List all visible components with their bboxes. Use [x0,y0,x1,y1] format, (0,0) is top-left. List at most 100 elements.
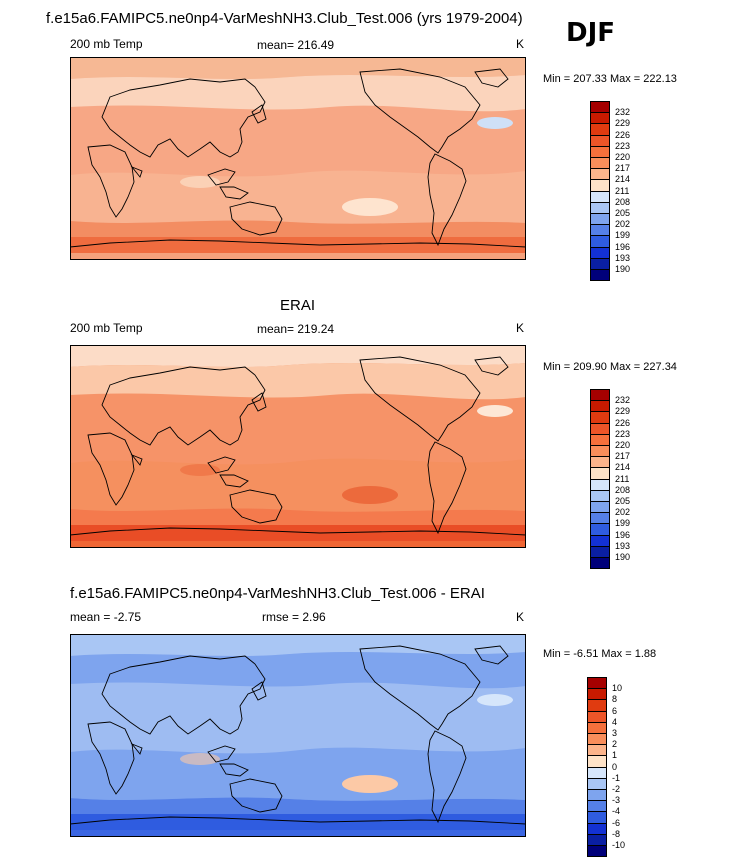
colorbar-swatch [590,557,610,570]
colorbar-label: -4 [612,806,621,817]
coastline [207,456,236,474]
colorbar-label: 226 [615,417,631,428]
season-label: DJF [566,18,616,48]
colorbar-label: 190 [615,264,631,274]
field-southern-band [70,525,526,541]
colorbar-label: 226 [615,129,631,140]
coastline [229,778,283,813]
panel-1-variable: 200 mb Temp [70,37,143,51]
colorbar-label: 196 [615,241,631,252]
coastline [359,68,481,154]
colorbar-label: 208 [615,484,631,495]
field-anomaly [180,176,220,188]
colorbar-label: -6 [612,817,621,828]
colorbar-label: 196 [615,529,631,540]
colorbar-label: 190 [615,552,631,562]
coastline [427,441,467,535]
coastline [251,681,267,701]
panel-3-minmax: Min = -6.51 Max = 1.88 [543,648,657,660]
field-southern-midlatitudes [70,797,526,814]
coastline [87,432,135,506]
field-north-polar [70,57,526,79]
colorbar-label: -8 [612,828,621,839]
colorbar-label: 202 [615,219,631,230]
panel-2-units: K [516,321,525,335]
coastline [87,721,135,795]
panel-3-map [70,634,526,837]
panel-3-title: f.e15a6.FAMIPC5.ne0np4-VarMeshNH3.Club_T… [70,585,485,602]
coastline [101,78,266,158]
colorbar-label: -1 [612,772,621,783]
colorbar-label: 205 [615,208,631,218]
coastline [474,356,509,376]
coastline [70,239,526,248]
coastline [219,474,249,488]
field-tropics [70,458,526,512]
colorbar-label: 211 [615,473,630,484]
panel-2-title: ERAI [280,297,316,314]
field-anomaly [477,117,513,129]
field-anomaly [180,464,220,476]
coastline [101,366,266,446]
colorbar-label: 232 [615,395,631,406]
colorbar-label: 2 [612,739,618,750]
colorbar-label: 223 [615,428,631,439]
panel-1-units: K [516,37,525,51]
colorbar-label: -2 [612,784,621,794]
field-north-polar [70,345,526,367]
field-southern-band [70,814,526,830]
map-frame [70,345,526,548]
coastline [219,763,249,777]
panel-2-mean: mean= 219.24 [257,322,335,336]
coastline [474,68,509,88]
colorbar-label: 3 [612,728,618,738]
field-high-latitude [70,363,526,400]
coastline [219,186,249,200]
coastline [130,165,143,178]
field-anomaly [180,753,220,765]
coastline [207,745,236,763]
colorbar-swatch [587,845,607,858]
colorbar-label: 0 [612,761,618,772]
colorbar-label: 223 [615,140,631,151]
coastline [427,153,467,247]
panel-3-rmse: rmse = 2.96 [262,610,326,624]
coastline [70,816,526,825]
coastline [359,645,481,731]
field-tropics [70,170,526,224]
panel-2-minmax: Min = 209.90 Max = 227.34 [543,361,677,373]
coastline [130,742,143,755]
field-high-latitude [70,75,526,112]
colorbar-label: 217 [615,163,631,174]
colorbar-label: 202 [615,507,631,518]
panel-1-minmax: Min = 207.33 Max = 222.13 [543,73,677,85]
coastline [70,527,526,536]
field-south-polar [70,253,526,260]
field-anomaly [477,694,513,706]
map-frame [70,57,526,260]
colorbar-label: 193 [615,252,631,263]
colorbar-label: 199 [615,230,631,241]
colorbar-label: 6 [612,705,618,716]
colorbar-label: 4 [612,716,618,727]
panel-2-variable: 200 mb Temp [70,321,143,335]
field-north-polar [70,634,526,656]
colorbar-label: 10 [612,683,623,694]
colorbar-label: 1 [612,750,618,761]
colorbar-label: 214 [615,174,631,185]
coastline [427,730,467,824]
colorbar-label: 205 [615,496,631,506]
colorbar-label: -3 [612,795,621,806]
map-frame [70,634,526,837]
panel-3-mean: mean = -2.75 [70,610,142,624]
field-south-polar [70,541,526,548]
colorbar-label: 193 [615,540,631,551]
colorbar-label: 220 [615,440,631,450]
field-tropics [70,747,526,801]
colorbar-label: 214 [615,462,631,473]
field-anomaly [342,775,398,793]
coastline [359,356,481,442]
coastline [229,489,283,524]
coastline [251,104,267,124]
colorbar-label: 8 [612,694,618,705]
